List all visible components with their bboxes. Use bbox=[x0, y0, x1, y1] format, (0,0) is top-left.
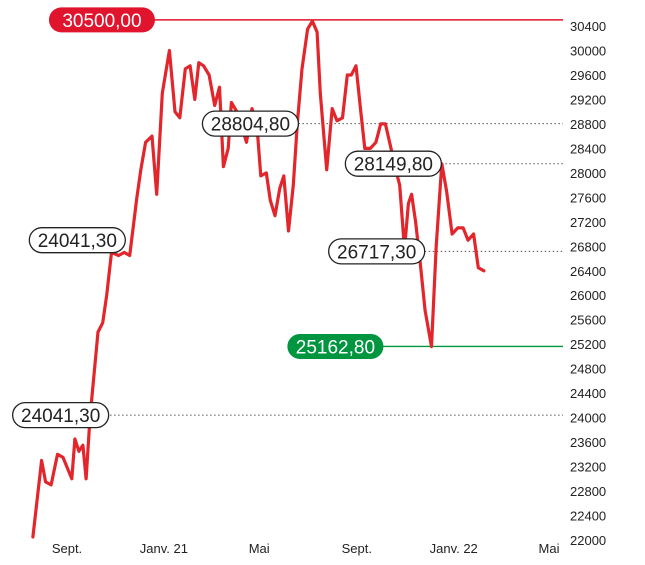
annotation-labels: 30500,00 28804,80 28149,80 26717,30 24041,30… bbox=[11, 7, 443, 429]
y-tick-label: 22400 bbox=[570, 509, 606, 524]
annotation-value-label: 28804,80 bbox=[211, 115, 290, 136]
y-tick-label: 28400 bbox=[570, 141, 606, 156]
y-tick-label: 30000 bbox=[570, 43, 606, 58]
x-axis: Sept. Janv. 21 Mai Sept. Janv. 22 Mai bbox=[52, 541, 560, 556]
annotation-pill: 24041,30 bbox=[28, 227, 126, 254]
y-tick-label: 27200 bbox=[570, 215, 606, 230]
y-tick-label: 22800 bbox=[570, 484, 606, 499]
annotation-pill: 26717,30 bbox=[328, 238, 426, 265]
series-group bbox=[31, 19, 486, 539]
y-tick-label: 23200 bbox=[570, 460, 606, 475]
annotation-pill: 24041,30 bbox=[11, 401, 110, 429]
y-tick-label: 27600 bbox=[570, 190, 606, 205]
annotation-pill-bg bbox=[344, 150, 443, 177]
y-tick-label: 26800 bbox=[570, 239, 606, 254]
annotation-pill-bg bbox=[11, 401, 110, 429]
y-tick-label: 28000 bbox=[570, 166, 606, 181]
x-tick-label: Janv. 21 bbox=[140, 541, 188, 556]
x-tick-label: Janv. 22 bbox=[430, 541, 478, 556]
y-tick-label: 22000 bbox=[570, 533, 606, 548]
annotation-value-label: 28149,80 bbox=[354, 155, 433, 176]
y-tick-label: 25200 bbox=[570, 337, 606, 352]
y-tick-label: 28800 bbox=[570, 117, 606, 132]
annotation-value-label: 25162,80 bbox=[296, 337, 375, 358]
y-tick-label: 29600 bbox=[570, 68, 606, 83]
annotation-pill-bg bbox=[201, 110, 300, 137]
y-tick-label: 30400 bbox=[570, 19, 606, 34]
y-tick-label: 23600 bbox=[570, 435, 606, 450]
annotation-value-label: 26717,30 bbox=[337, 242, 416, 263]
y-tick-label: 24400 bbox=[570, 386, 606, 401]
y-tick-label: 26000 bbox=[570, 288, 606, 303]
y-tick-label: 24800 bbox=[570, 362, 606, 377]
annotation-pill: 28149,80 bbox=[344, 150, 443, 177]
annotation-pill-bg bbox=[28, 227, 126, 254]
annotation-value-label: 24041,30 bbox=[38, 231, 117, 252]
annotation-value-label: 24041,30 bbox=[21, 406, 100, 427]
annotation-value-label: 30500,00 bbox=[62, 11, 141, 32]
x-tick-label: Sept. bbox=[52, 541, 82, 556]
annotation-pill: 25162,80 bbox=[287, 333, 384, 359]
x-tick-label: Mai bbox=[539, 541, 560, 556]
x-tick-label: Sept. bbox=[342, 541, 372, 556]
annotation-pill-bg bbox=[287, 333, 384, 359]
x-tick-label: Mai bbox=[249, 541, 270, 556]
y-tick-label: 25600 bbox=[570, 313, 606, 328]
annotation-pill: 30500,00 bbox=[48, 7, 155, 33]
y-tick-label: 24000 bbox=[570, 411, 606, 426]
annotation-pill-bg bbox=[48, 7, 155, 33]
annotation-pill-bg bbox=[328, 238, 426, 265]
annotation-pill: 28804,80 bbox=[201, 110, 300, 137]
series-line bbox=[31, 19, 486, 539]
y-tick-label: 29200 bbox=[570, 92, 606, 107]
y-tick-label: 26400 bbox=[570, 264, 606, 279]
y-axis: 22000 22400 22800 23200 23600 24000 24400 24800… bbox=[570, 19, 606, 548]
